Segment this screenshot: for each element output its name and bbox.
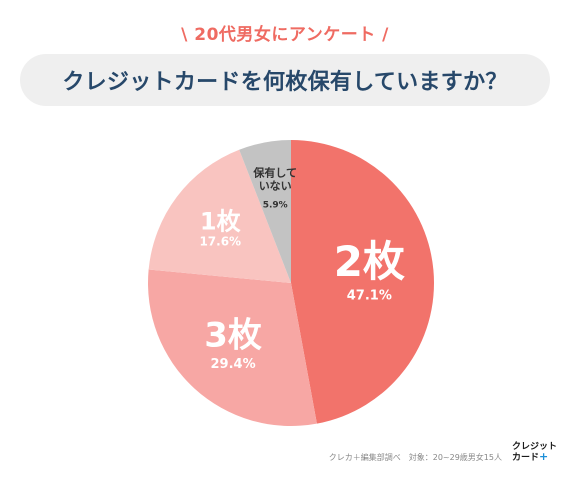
pie-slice [148, 149, 291, 283]
source-note: クレカ＋編集部調べ 対象：20~29歳男女15人 [328, 453, 502, 462]
slice-value-label: 29.4% [211, 357, 256, 372]
chart-title: クレジットカードを何枚保有していますか？ [62, 70, 508, 95]
slice-category-label: いない [259, 180, 292, 193]
logo-line-1: クレジット [512, 442, 558, 452]
slice-category-label: 保有して [252, 166, 297, 180]
slice-category-label: 3枚 [204, 315, 262, 355]
logo-line-2: カード+ [512, 450, 549, 463]
pie-slice [239, 140, 291, 283]
slice-value-label: 5.9% [263, 201, 288, 211]
slice-category-label: 1枚 [200, 208, 241, 236]
brand-logo: クレジット カード+ [512, 442, 560, 463]
slice-value-label: 17.6% [199, 235, 241, 249]
pie-slice [291, 140, 434, 424]
title-banner: クレジットカードを何枚保有していますか？ [20, 54, 550, 106]
slice-category-label: 2枚 [334, 237, 405, 286]
slice-value-label: 47.1% [347, 288, 392, 303]
pie-slice [148, 269, 317, 427]
survey-label: \ 20代男女にアンケート / [181, 25, 389, 45]
logo-plus-icon: + [539, 450, 549, 463]
